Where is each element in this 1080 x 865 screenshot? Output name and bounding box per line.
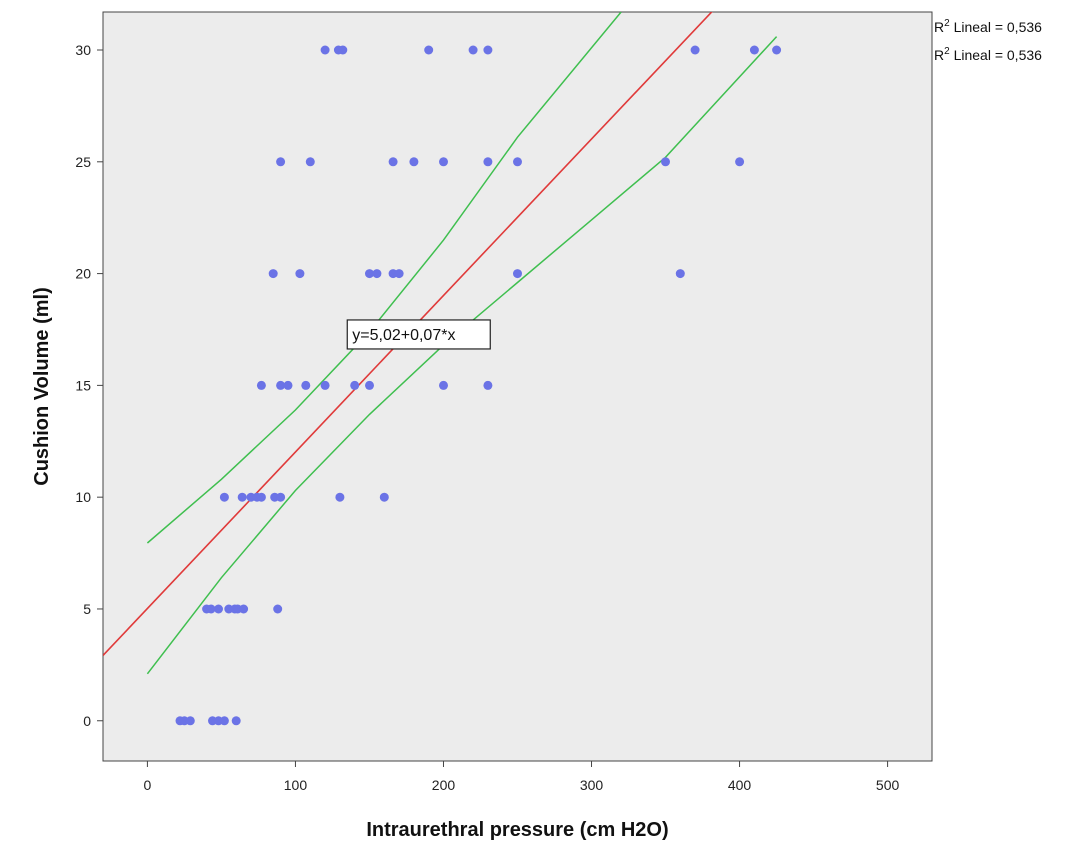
data-point <box>483 157 493 167</box>
data-point <box>394 269 404 279</box>
data-point <box>409 157 419 167</box>
data-point <box>301 380 311 390</box>
data-point <box>439 157 448 167</box>
data-point <box>239 604 249 614</box>
x-axis-title: Intraurethral pressure (cm H2O) <box>366 819 668 841</box>
data-point <box>365 380 374 390</box>
data-point <box>468 45 478 55</box>
equation-box <box>346 319 491 350</box>
data-point <box>513 269 522 279</box>
data-point <box>276 492 286 502</box>
y-tick-label: 25 <box>75 154 91 170</box>
data-point <box>320 45 330 55</box>
data-point <box>388 157 398 167</box>
data-point <box>295 269 305 279</box>
y-axis: 0 5 10 15 20 25 30 <box>75 42 103 729</box>
x-tick-label: 200 <box>432 777 456 793</box>
data-point <box>273 604 283 614</box>
data-point <box>661 157 670 167</box>
data-point <box>350 380 360 390</box>
data-point <box>735 157 745 167</box>
x-tick-label: 100 <box>284 777 308 793</box>
data-point <box>206 604 216 614</box>
data-point <box>513 157 522 167</box>
data-point <box>424 45 434 55</box>
y-tick-label: 10 <box>75 489 91 505</box>
data-point <box>690 45 700 55</box>
x-tick-label: 0 <box>144 777 152 793</box>
data-point <box>320 380 330 390</box>
data-point <box>379 492 389 502</box>
y-axis-title: Cushion Volume (ml) <box>31 287 53 486</box>
data-point <box>483 45 493 55</box>
data-point <box>237 492 247 502</box>
data-points <box>175 45 782 726</box>
data-point <box>185 716 195 726</box>
y-tick-label: 15 <box>75 377 91 393</box>
equation-label: y=5,02+0,07*x <box>346 319 491 350</box>
data-point <box>219 716 229 726</box>
data-point <box>276 380 286 390</box>
x-tick-label: 300 <box>580 777 604 793</box>
data-point <box>214 604 223 614</box>
x-tick-label: 500 <box>876 777 900 793</box>
legend-entry: R2 Lineal = 0,536 <box>934 46 1042 63</box>
equation-text: y=5,02+0,07*x <box>352 327 455 344</box>
data-point <box>439 380 448 390</box>
x-tick-label: 400 <box>728 777 752 793</box>
data-point <box>305 157 315 167</box>
data-point <box>772 45 782 55</box>
data-point <box>283 380 293 390</box>
data-point <box>276 157 286 167</box>
data-point <box>749 45 759 55</box>
data-point <box>268 269 278 279</box>
data-point <box>365 269 374 279</box>
data-point <box>256 492 266 502</box>
data-point <box>256 380 266 390</box>
data-point <box>338 45 348 55</box>
data-point <box>219 492 229 502</box>
legend-entry: R2 Lineal = 0,536 <box>934 18 1042 35</box>
data-point <box>335 492 345 502</box>
data-point <box>372 269 382 279</box>
legend: R2 Lineal = 0,536 R2 Lineal = 0,536 <box>934 18 1042 63</box>
y-tick-label: 0 <box>83 713 91 729</box>
plot-area <box>102 11 933 762</box>
y-tick-label: 30 <box>75 42 91 58</box>
data-point <box>483 380 493 390</box>
fit-line-layer <box>103 12 713 657</box>
data-point <box>675 269 685 279</box>
x-axis: 0 100 200 300 400 500 <box>144 761 900 793</box>
y-tick-label: 20 <box>75 266 91 282</box>
data-point <box>231 716 241 726</box>
fit-line <box>103 12 713 657</box>
y-tick-label: 5 <box>83 601 91 617</box>
